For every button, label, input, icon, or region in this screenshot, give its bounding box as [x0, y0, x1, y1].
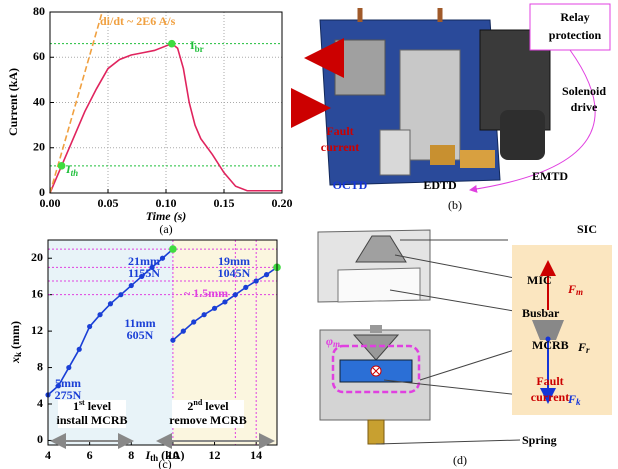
label: current — [321, 140, 359, 154]
y-axis-label: xk (mm) — [8, 321, 23, 364]
point — [191, 319, 196, 324]
point — [87, 324, 92, 329]
text: m — [576, 287, 583, 297]
text: F — [567, 282, 576, 296]
y-tick-label: 4 — [37, 396, 43, 410]
point — [77, 347, 82, 352]
x-tick-label: 0.00 — [40, 196, 61, 210]
x-tick-label: 12 — [209, 448, 221, 462]
text: φ — [326, 334, 333, 348]
annotation: di/dt ~ 2E6 A/s — [100, 14, 176, 28]
point — [212, 306, 217, 311]
label: MIC — [527, 273, 552, 287]
text: F — [577, 340, 586, 354]
point — [118, 292, 123, 297]
text: br — [195, 44, 204, 54]
label: Spring — [522, 433, 557, 447]
annotation: 605N — [127, 328, 154, 342]
x-tick-label: 0.10 — [156, 196, 177, 210]
label: SIC — [577, 222, 597, 236]
x-axis-label: Time (s) — [146, 209, 187, 223]
caption: (b) — [448, 198, 462, 212]
point — [108, 301, 113, 306]
caption: (c) — [158, 457, 171, 469]
highlight-point — [58, 162, 66, 170]
point — [160, 256, 165, 261]
label: protection — [549, 28, 602, 42]
y-tick-label: 60 — [33, 49, 45, 63]
x-tick-label: 0.20 — [272, 196, 293, 210]
x-tick-label: 14 — [250, 448, 262, 462]
annotation: 1155N — [128, 266, 160, 280]
point — [129, 283, 134, 288]
point — [243, 285, 248, 290]
point — [233, 292, 238, 297]
y-tick-label: 16 — [31, 286, 43, 300]
highlight-point — [169, 245, 177, 253]
text: th — [150, 453, 158, 463]
label: Fault — [326, 124, 353, 138]
x-tick-label: 4 — [45, 448, 51, 462]
y-tick-label: 40 — [33, 94, 45, 108]
y-tick-label: 12 — [31, 323, 43, 337]
label: drive — [571, 100, 598, 114]
label: EDTD — [423, 178, 457, 192]
x-tick-label: 6 — [87, 448, 93, 462]
caption: (a) — [159, 222, 172, 236]
y-tick-label: 20 — [33, 140, 45, 154]
point — [181, 329, 186, 334]
x-tick-label: 8 — [128, 448, 134, 462]
point — [264, 272, 269, 277]
y-tick-label: 0 — [37, 432, 43, 446]
y-tick-label: 20 — [31, 250, 43, 264]
text: level — [85, 399, 112, 413]
text: x — [8, 357, 22, 364]
point — [254, 278, 259, 283]
label: current — [531, 390, 569, 404]
text: level — [202, 399, 229, 413]
y-tick-label: 8 — [37, 359, 43, 373]
label: Busbar — [522, 306, 560, 320]
point — [97, 312, 102, 317]
device-illustration — [305, 8, 550, 185]
point — [66, 365, 71, 370]
label: MCRB — [532, 338, 569, 352]
highlight-point — [168, 40, 176, 48]
label: EMTD — [532, 169, 568, 183]
y-tick-label: 80 — [33, 4, 45, 18]
text: r — [586, 345, 590, 355]
text: F — [567, 392, 576, 406]
annotation: 1045N — [218, 266, 251, 280]
label: Fault — [536, 374, 563, 388]
label: Relay — [560, 10, 589, 24]
label: OCTD — [333, 178, 368, 192]
text: th — [71, 168, 79, 178]
annotation: remove MCRB — [169, 413, 246, 427]
caption: (d) — [453, 453, 467, 467]
figure: 0204060800.000.050.100.150.20 0481216204… — [0, 0, 618, 469]
text: k — [576, 397, 581, 407]
annotation: install MCRB — [56, 413, 127, 427]
text: (mm) — [8, 321, 22, 352]
point — [170, 338, 175, 343]
annotation: ~ 1.5mm — [184, 286, 228, 300]
point — [202, 312, 207, 317]
label: Solenoid — [562, 84, 606, 98]
annotation: 1st level — [73, 398, 112, 413]
point — [222, 299, 227, 304]
text: m — [333, 339, 340, 349]
x-tick-label: 0.15 — [214, 196, 235, 210]
y-axis-label: Current (kA) — [6, 68, 20, 136]
x-tick-label: 0.05 — [98, 196, 119, 210]
chart-a: 0204060800.000.050.100.150.20 — [33, 4, 293, 210]
